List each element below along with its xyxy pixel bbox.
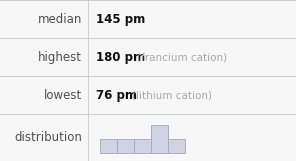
Text: distribution: distribution <box>14 131 82 144</box>
Bar <box>100 139 117 153</box>
Text: median: median <box>38 13 82 25</box>
Text: 145 pm: 145 pm <box>96 13 145 25</box>
Text: lowest: lowest <box>44 89 82 101</box>
Text: (francium cation): (francium cation) <box>137 52 227 62</box>
Bar <box>117 139 134 153</box>
Text: highest: highest <box>38 51 82 63</box>
Bar <box>151 125 168 153</box>
Text: 180 pm: 180 pm <box>96 51 145 63</box>
Text: 76 pm: 76 pm <box>96 89 137 101</box>
Bar <box>168 139 185 153</box>
Text: (lithium cation): (lithium cation) <box>131 90 212 100</box>
Bar <box>134 139 151 153</box>
